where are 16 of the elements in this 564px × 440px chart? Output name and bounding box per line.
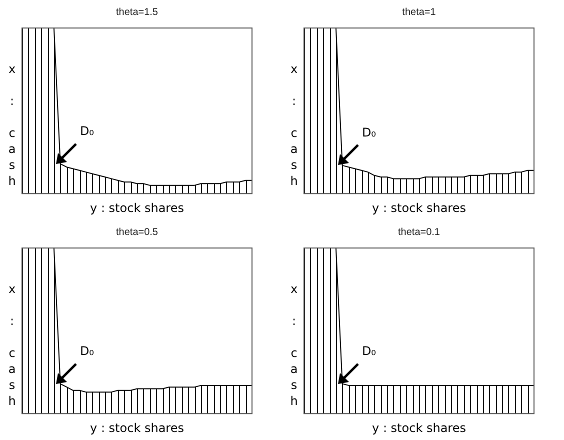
x-axis-title: y : stock shares — [372, 200, 466, 215]
chart-title: theta=0.5 — [116, 226, 158, 238]
y-axis-title: x : cash — [5, 62, 19, 190]
y-axis-title: x : cash — [287, 282, 301, 410]
annotation: D₀ — [362, 126, 376, 140]
x-axis-title: y : stock shares — [90, 420, 184, 435]
y-axis-title: x : cash — [287, 62, 301, 190]
chart-title: theta=1.5 — [116, 6, 158, 18]
x-axis-title: y : stock shares — [90, 200, 184, 215]
annotation: D₀ — [362, 344, 376, 358]
chart-title: theta=0.1 — [398, 226, 440, 238]
annotation: D₀ — [80, 344, 94, 358]
x-axis-title: y : stock shares — [372, 420, 466, 435]
annotation: D₀ — [80, 124, 94, 138]
chart-title: theta=1 — [402, 6, 436, 18]
y-axis-title: x : cash — [5, 282, 19, 410]
